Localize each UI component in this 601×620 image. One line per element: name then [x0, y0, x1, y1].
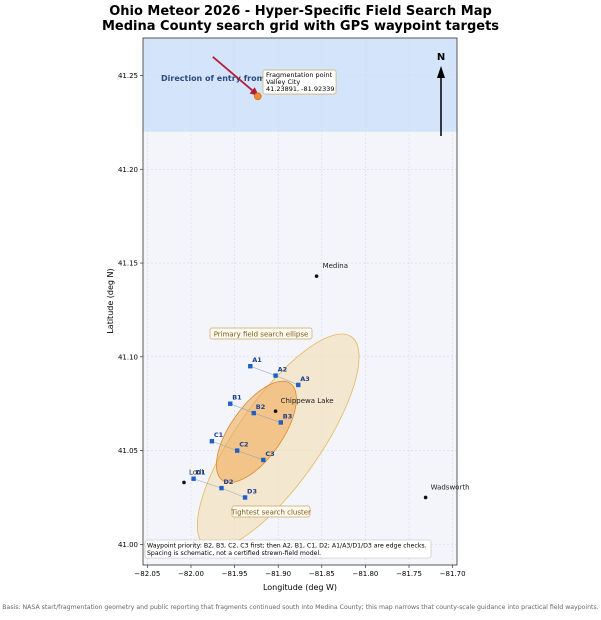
waypoint-marker: [191, 476, 196, 481]
fragmentation-label-box: Fragmentation point Valley City 41.23891…: [262, 69, 337, 95]
notes-box: Waypoint priority: B2, B3, C2, C3 first;…: [144, 539, 432, 559]
waypoint-label: D1: [196, 469, 206, 477]
town-label: Wadsworth: [431, 483, 470, 491]
waypoint-connector: [237, 450, 264, 461]
towns-layer: Medina Chippewa Lake Lodi Wadsworth: [182, 262, 470, 500]
x-tick-label: −82.05: [134, 570, 160, 578]
waypoint-label: D3: [247, 487, 257, 495]
x-tick-label: −81.95: [222, 570, 248, 578]
waypoint-label: A3: [300, 375, 310, 383]
waypoint-marker: [209, 439, 215, 444]
entry-direction-label: Direction of entry from north: [161, 74, 293, 83]
waypoint-marker: [278, 420, 284, 425]
waypoint-label: A1: [252, 356, 262, 364]
map-title-line2: Medina County search grid with GPS waypo…: [101, 19, 500, 34]
cluster-ellipse-label-text: Tightest search cluster: [230, 509, 311, 517]
town-label: Chippewa Lake: [281, 397, 334, 405]
y-tick-label: 41.05: [118, 447, 138, 455]
y-tick-label: 41.15: [118, 260, 138, 268]
waypoint-marker: [273, 373, 278, 378]
waypoint-connector: [253, 412, 281, 423]
waypoint-marker: [296, 382, 301, 388]
waypoint-connector: [193, 478, 222, 489]
waypoint-connector: [250, 365, 276, 376]
waypoint-label: C2: [239, 441, 248, 449]
footer-source-note: Basis: NASA start/fragmentation geometry…: [2, 604, 599, 611]
x-tick-label: −81.75: [396, 570, 422, 578]
x-tick-label: −81.90: [265, 570, 291, 578]
y-tick-label: 41.20: [118, 166, 138, 174]
waypoint-label: B2: [256, 403, 265, 411]
north-arrowhead: [437, 66, 445, 78]
town-marker: [314, 274, 319, 278]
x-tick-label: −82.00: [178, 570, 204, 578]
fragmentation-point-marker: [253, 92, 262, 101]
waypoint-marker: [242, 495, 248, 500]
frag-label-line1: Fragmentation point: [266, 71, 333, 79]
tight-search-cluster-ellipse: [215, 380, 297, 483]
town-marker: [273, 409, 278, 414]
waypoints-layer: A1 A2 A3 B1 B2 B3 C1 C2 C3 D1 D2 D3: [191, 356, 310, 500]
waypoint-connectors: [193, 365, 299, 498]
waypoint-marker: [251, 410, 256, 416]
waypoint-marker: [219, 485, 224, 491]
notes-line2: Spacing is schematic, not a certified st…: [147, 550, 321, 557]
notes-line1: Waypoint priority: B2, B3, C2, C3 first;…: [147, 543, 427, 550]
north-arrow: N: [437, 52, 445, 136]
waypoint-label: C1: [214, 431, 224, 439]
waypoint-marker: [261, 457, 266, 463]
map-title-line1: Ohio Meteor 2026 - Hyper-Specific Field …: [109, 4, 492, 19]
plot-frame: [142, 37, 458, 566]
x-axis-label: Longitude (deg W): [263, 583, 337, 592]
waypoint-marker: [248, 364, 253, 369]
waypoint-connector: [221, 487, 246, 498]
waypoint-label: B3: [283, 412, 292, 420]
frag-label-line3: 41.23891, -81.92339: [266, 85, 335, 93]
axis-ticks: −82.05 −82.00 −81.95 −81.90 −81.85 −81.80 −81.…: [118, 72, 466, 578]
town-label: Lodi: [189, 468, 204, 476]
x-tick-label: −81.80: [352, 570, 378, 578]
waypoint-label: D2: [224, 478, 234, 486]
y-axis-label: Latitude (deg N): [106, 268, 115, 333]
town-marker: [423, 495, 428, 500]
waypoint-connector: [275, 375, 299, 386]
x-tick-label: −81.85: [309, 570, 335, 578]
waypoint-connector: [230, 403, 254, 414]
waypoint-marker: [235, 448, 240, 453]
primary-ellipse-label-text: Primary field search ellipse: [214, 331, 309, 339]
y-tick-label: 41.25: [118, 72, 138, 80]
town-label: Medina: [323, 262, 348, 270]
primary-ellipse-label: Primary field search ellipse: [209, 327, 313, 340]
waypoint-marker: [228, 401, 233, 406]
entry-direction-arrow: [212, 56, 256, 93]
waypoint-connector: [211, 440, 238, 451]
waypoint-label: A2: [278, 366, 288, 374]
y-tick-label: 41.10: [118, 353, 138, 361]
frag-label-line2: Valley City: [266, 78, 300, 86]
north-label: N: [437, 52, 445, 63]
waypoint-label: C3: [265, 450, 274, 458]
x-tick-label: −81.70: [440, 570, 466, 578]
town-marker: [182, 480, 186, 485]
waypoint-label: B1: [232, 394, 242, 402]
y-tick-label: 41.00: [118, 541, 138, 549]
cluster-ellipse-label: Tightest search cluster: [230, 505, 311, 518]
